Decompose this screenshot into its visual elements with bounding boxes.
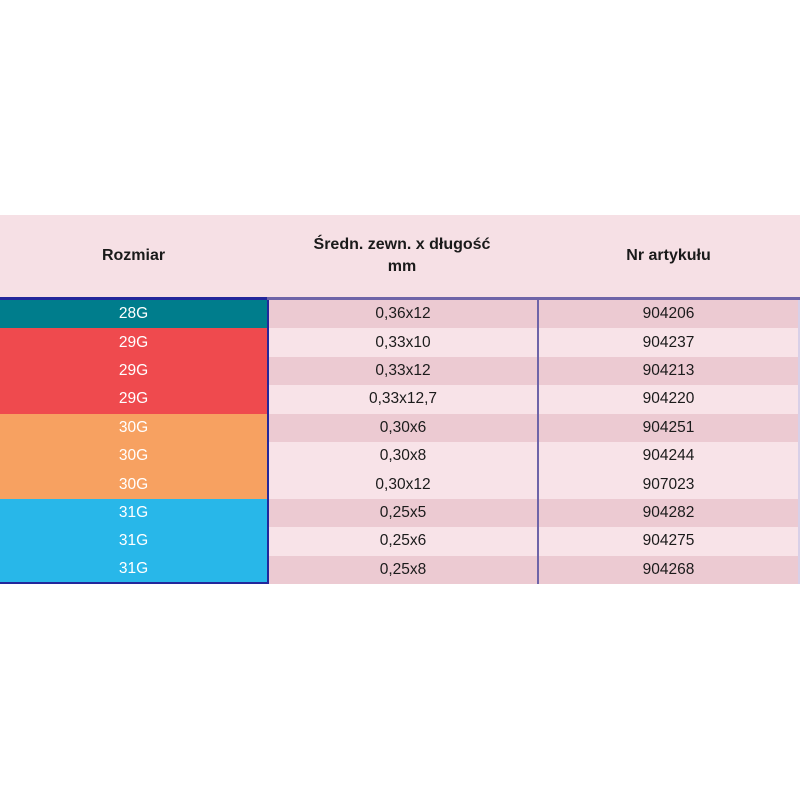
cell-size: 28G xyxy=(0,300,267,329)
column-header-article: Nr artykułu xyxy=(537,215,800,300)
cell-article: 904268 xyxy=(537,555,800,584)
table-row: 28G 0,36x12 904206 xyxy=(0,300,800,329)
column-header-dimensions: Średn. zewn. x długość mm xyxy=(267,215,537,300)
cell-size: 29G xyxy=(0,328,267,357)
table-body: 28G 0,36x12 904206 29G 0,33x10 904237 29G 0,33x… xyxy=(0,300,800,584)
table-row: 29G 0,33x12,7 904220 xyxy=(0,385,800,414)
table-row: 30G 0,30x6 904251 xyxy=(0,413,800,442)
cell-article: 904220 xyxy=(537,385,800,414)
cell-size: 31G xyxy=(0,527,267,556)
cell-size: 30G xyxy=(0,470,267,499)
table-row: 30G 0,30x12 907023 xyxy=(0,470,800,499)
cell-dimensions: 0,30x6 xyxy=(267,413,537,442)
cell-size: 31G xyxy=(0,498,267,528)
table-row: 31G 0,25x5 904282 xyxy=(0,498,800,528)
table-row: 29G 0,33x12 904213 xyxy=(0,356,800,386)
cell-size: 30G xyxy=(0,413,267,442)
column-header-size-label: Rozmiar xyxy=(101,247,166,264)
cell-article: 904213 xyxy=(537,356,800,386)
cell-dimensions: 0,25x6 xyxy=(267,527,537,556)
table-row: 31G 0,25x6 904275 xyxy=(0,527,800,556)
cell-article: 904282 xyxy=(537,498,800,528)
cell-dimensions: 0,36x12 xyxy=(267,300,537,329)
column-header-dimensions-label: Średn. zewn. x długość xyxy=(313,236,491,253)
cell-dimensions: 0,30x12 xyxy=(267,470,537,499)
cell-dimensions: 0,25x8 xyxy=(267,555,537,584)
cell-dimensions: 0,33x10 xyxy=(267,328,537,357)
needle-size-table: Rozmiar Średn. zewn. x długość mm Nr art… xyxy=(0,215,800,584)
cell-dimensions: 0,33x12 xyxy=(267,356,537,386)
column-header-article-label: Nr artykułu xyxy=(626,247,711,264)
cell-size: 29G xyxy=(0,356,267,386)
table-row: 30G 0,30x8 904244 xyxy=(0,441,800,471)
column-header-dimensions-unit: mm xyxy=(387,258,417,275)
cell-dimensions: 0,25x5 xyxy=(267,498,537,528)
cell-size: 29G xyxy=(0,385,267,414)
cell-article: 907023 xyxy=(537,470,800,499)
cell-article: 904275 xyxy=(537,527,800,556)
table-row: 29G 0,33x10 904237 xyxy=(0,328,800,357)
cell-size: 31G xyxy=(0,555,267,584)
table-row: 31G 0,25x8 904268 xyxy=(0,555,800,584)
table-header-row: Rozmiar Średn. zewn. x długość mm Nr art… xyxy=(0,215,800,300)
cell-article: 904244 xyxy=(537,441,800,471)
column-header-size: Rozmiar xyxy=(0,215,267,300)
cell-article: 904237 xyxy=(537,328,800,357)
cell-dimensions: 0,30x8 xyxy=(267,441,537,471)
cell-size: 30G xyxy=(0,441,267,471)
cell-article: 904251 xyxy=(537,413,800,442)
cell-dimensions: 0,33x12,7 xyxy=(267,385,537,414)
cell-article: 904206 xyxy=(537,300,800,329)
